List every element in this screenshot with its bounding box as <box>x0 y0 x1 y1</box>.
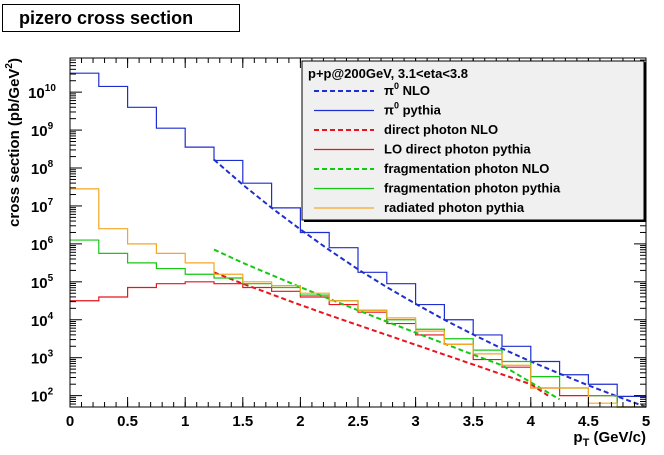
x-tick-label: 3.5 <box>463 413 484 430</box>
legend-entry: fragmentation photon pythia <box>384 181 561 196</box>
legend-entry: direct photon NLO <box>384 122 498 137</box>
axis-ticks: 0 0.5 1 1.5 2 2.5 3 3.5 4 4.5 5 102 103 104 105 106 107 1… <box>28 58 650 430</box>
x-tick-label: 4 <box>527 413 536 430</box>
y-tick-label: 105 <box>31 273 54 292</box>
y-tick-label: 1010 <box>28 83 56 102</box>
legend-entry: π0 pythia <box>384 101 442 118</box>
y-tick-label: 103 <box>31 349 54 368</box>
axis-labels: pT (GeV/c) cross section (pb/GeV2) <box>4 58 646 449</box>
y-axis-label: cross section (pb/GeV2) <box>4 58 23 227</box>
series-fragmentation-photon-nlo <box>213 248 561 401</box>
legend-entry: π0 NLO <box>384 81 430 98</box>
legend-entry: fragmentation photon NLO <box>384 161 549 176</box>
x-tick-label: 2 <box>296 413 304 430</box>
x-tick-label: 1 <box>181 413 189 430</box>
y-tick-label: 104 <box>31 311 54 330</box>
x-tick-label: 5 <box>642 413 650 430</box>
legend-entry: LO direct photon pythia <box>384 142 531 157</box>
series--pythia <box>70 72 646 397</box>
series-layer <box>70 72 647 408</box>
legend-box <box>301 60 645 221</box>
legend: p+p@200GeV, 3.1<eta<3.8π0 NLO π0 pythia di… <box>301 60 646 222</box>
series-radiated-photon-pythia <box>70 188 646 408</box>
chart-title: pizero cross section <box>2 4 240 32</box>
legend-header: p+p@200GeV, 3.1<eta<3.8 <box>308 66 468 81</box>
x-tick-label: 3 <box>411 413 419 430</box>
series-direct-photon-nlo <box>213 271 549 397</box>
x-tick-label: 2.5 <box>348 413 369 430</box>
x-tick-label: 1.5 <box>232 413 253 430</box>
x-tick-label: 0.5 <box>117 413 138 430</box>
x-tick-label: 0 <box>66 413 74 430</box>
legend-entry: radiated photon pythia <box>384 200 525 215</box>
y-tick-label: 108 <box>31 159 54 178</box>
y-tick-label: 109 <box>31 121 54 140</box>
x-axis-label: pT (GeV/c) <box>573 429 646 449</box>
y-tick-label: 107 <box>31 197 54 216</box>
x-tick-label: 4.5 <box>578 413 599 430</box>
y-tick-label: 106 <box>31 235 54 254</box>
series--nlo <box>213 158 647 408</box>
y-tick-label: 102 <box>31 387 54 406</box>
